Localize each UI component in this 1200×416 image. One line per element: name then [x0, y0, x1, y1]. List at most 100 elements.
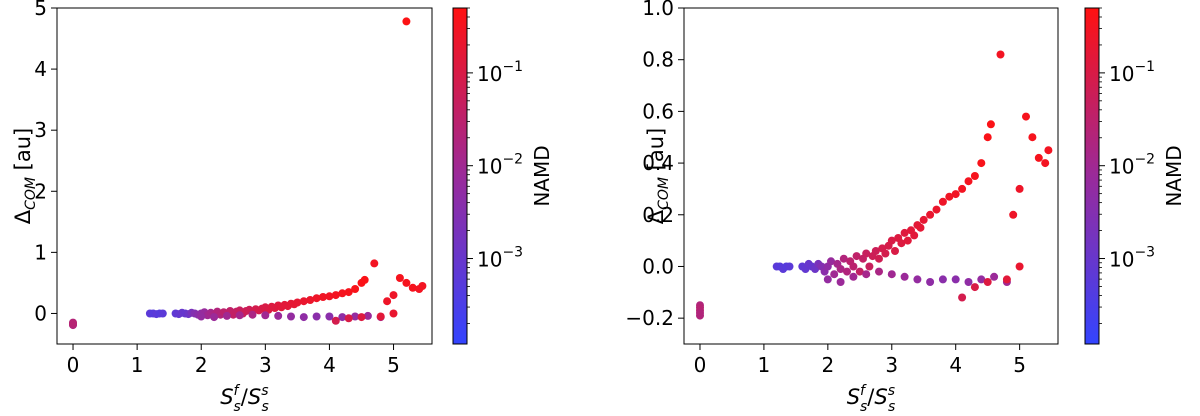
scatter-point	[970, 172, 979, 180]
x-tick-label: 2	[195, 353, 208, 377]
scatter-point	[938, 197, 947, 206]
y-axis-label: ΔCOM [au]	[644, 128, 672, 225]
scatter-point	[827, 257, 835, 266]
scatter-point	[389, 309, 398, 318]
scatter-point	[363, 311, 372, 320]
scatter-point	[913, 275, 922, 284]
scatter-point	[312, 294, 321, 303]
scatter-point	[951, 190, 960, 199]
scatter-point	[376, 312, 385, 321]
scatter-point	[897, 239, 906, 248]
scatter-point	[158, 309, 167, 318]
y-tick-label: 3	[34, 118, 47, 142]
scatter-point	[849, 262, 858, 271]
scatter-point	[836, 278, 845, 286]
colorbar-tick-label: 10−3	[1109, 245, 1155, 272]
scatter-point	[926, 278, 935, 286]
scatter-point	[830, 270, 839, 279]
y-tick-label: −0.2	[625, 306, 674, 330]
scatter-point	[331, 291, 340, 300]
scatter-point	[839, 254, 848, 263]
scatter-point	[360, 275, 369, 284]
scatter-point	[849, 272, 858, 281]
x-tick-label: 1	[131, 353, 144, 377]
scatter-point	[977, 159, 986, 168]
scatter-point	[958, 293, 967, 302]
scatter-point	[785, 262, 794, 271]
scatter-point	[306, 296, 315, 304]
x-tick-label: 0	[67, 353, 80, 377]
scatter-points	[696, 50, 1053, 320]
scatter-point	[983, 278, 992, 286]
scatter-point	[875, 254, 883, 263]
scatter-point	[222, 311, 231, 320]
x-tick-label: 4	[949, 353, 962, 377]
left-scatter-panel: 0 1 2 3 4 5 0 1 2 3 4 5 Sf s/Ss s ΔCOM [au] 10−3 10−2 10−1…	[11, 0, 554, 415]
colorbar-tick-label: 10−1	[477, 59, 523, 86]
scatter-point	[938, 275, 947, 284]
scatter-point	[900, 228, 909, 237]
scatter-point	[1041, 159, 1050, 168]
scatter-point	[312, 312, 321, 321]
scatter-point	[319, 293, 327, 301]
scatter-point	[862, 249, 871, 258]
y-tick-label: 4	[34, 57, 47, 81]
scatter-point	[823, 275, 832, 284]
scatter-point	[875, 267, 883, 276]
scatter-point	[983, 133, 992, 142]
scatter-point	[383, 297, 392, 306]
scatter-point	[408, 283, 417, 292]
scatter-point	[843, 267, 851, 276]
colorbar-gradient	[1084, 7, 1100, 345]
scatter-point	[370, 259, 379, 268]
scatter-point	[1022, 112, 1030, 121]
scatter-point	[916, 223, 925, 232]
scatter-point	[351, 312, 360, 321]
scatter-point	[389, 291, 398, 300]
scatter-point	[1044, 146, 1053, 155]
scatter-point	[836, 265, 845, 273]
x-tick-label: 1	[758, 353, 771, 377]
y-tick-label: 0	[34, 301, 47, 325]
scatter-point	[852, 252, 861, 261]
scatter-point	[910, 231, 919, 240]
scatter-point	[1028, 133, 1037, 142]
scatter-point	[299, 313, 308, 322]
y-tick-label: 5	[34, 0, 47, 20]
scatter-point	[338, 289, 347, 298]
y-tick-label: 0.8	[642, 48, 674, 72]
scatter-point	[338, 313, 347, 322]
colorbar-label: NAMD	[1162, 145, 1186, 206]
x-tick-label: 2	[821, 353, 834, 377]
scatter-point	[881, 249, 890, 258]
scatter-point	[248, 310, 257, 319]
scatter-point	[951, 275, 960, 284]
scatter-point	[964, 278, 973, 286]
scatter-point	[696, 309, 704, 317]
colorbar-gradient	[452, 7, 468, 345]
scatter-point	[344, 314, 353, 323]
scatter-point	[945, 192, 954, 201]
y-tick-label: 0.6	[642, 99, 674, 123]
x-tick-label: 3	[885, 353, 898, 377]
scatter-point	[418, 282, 427, 290]
scatter-point	[865, 262, 874, 271]
y-tick-label: 0.2	[642, 203, 674, 227]
scatter-point	[344, 288, 353, 297]
scatter-point	[1009, 210, 1018, 219]
scatter-point	[970, 283, 979, 292]
scatter-point	[958, 184, 967, 193]
scatter-point	[331, 316, 340, 325]
scatter-point	[932, 205, 941, 214]
scatter-point	[299, 297, 308, 306]
colorbar: 10−3 10−2 10−1 NAMD	[1084, 7, 1186, 345]
scatter-point	[990, 272, 999, 281]
y-tick-label: 1	[34, 240, 47, 264]
scatter-point	[351, 285, 360, 293]
colorbar-tick-label: 10−2	[1109, 152, 1155, 179]
y-tick-label: 0.0	[642, 254, 674, 278]
scatter-point	[862, 270, 871, 279]
scatter-point	[1002, 275, 1011, 284]
scatter-point	[1015, 184, 1024, 193]
